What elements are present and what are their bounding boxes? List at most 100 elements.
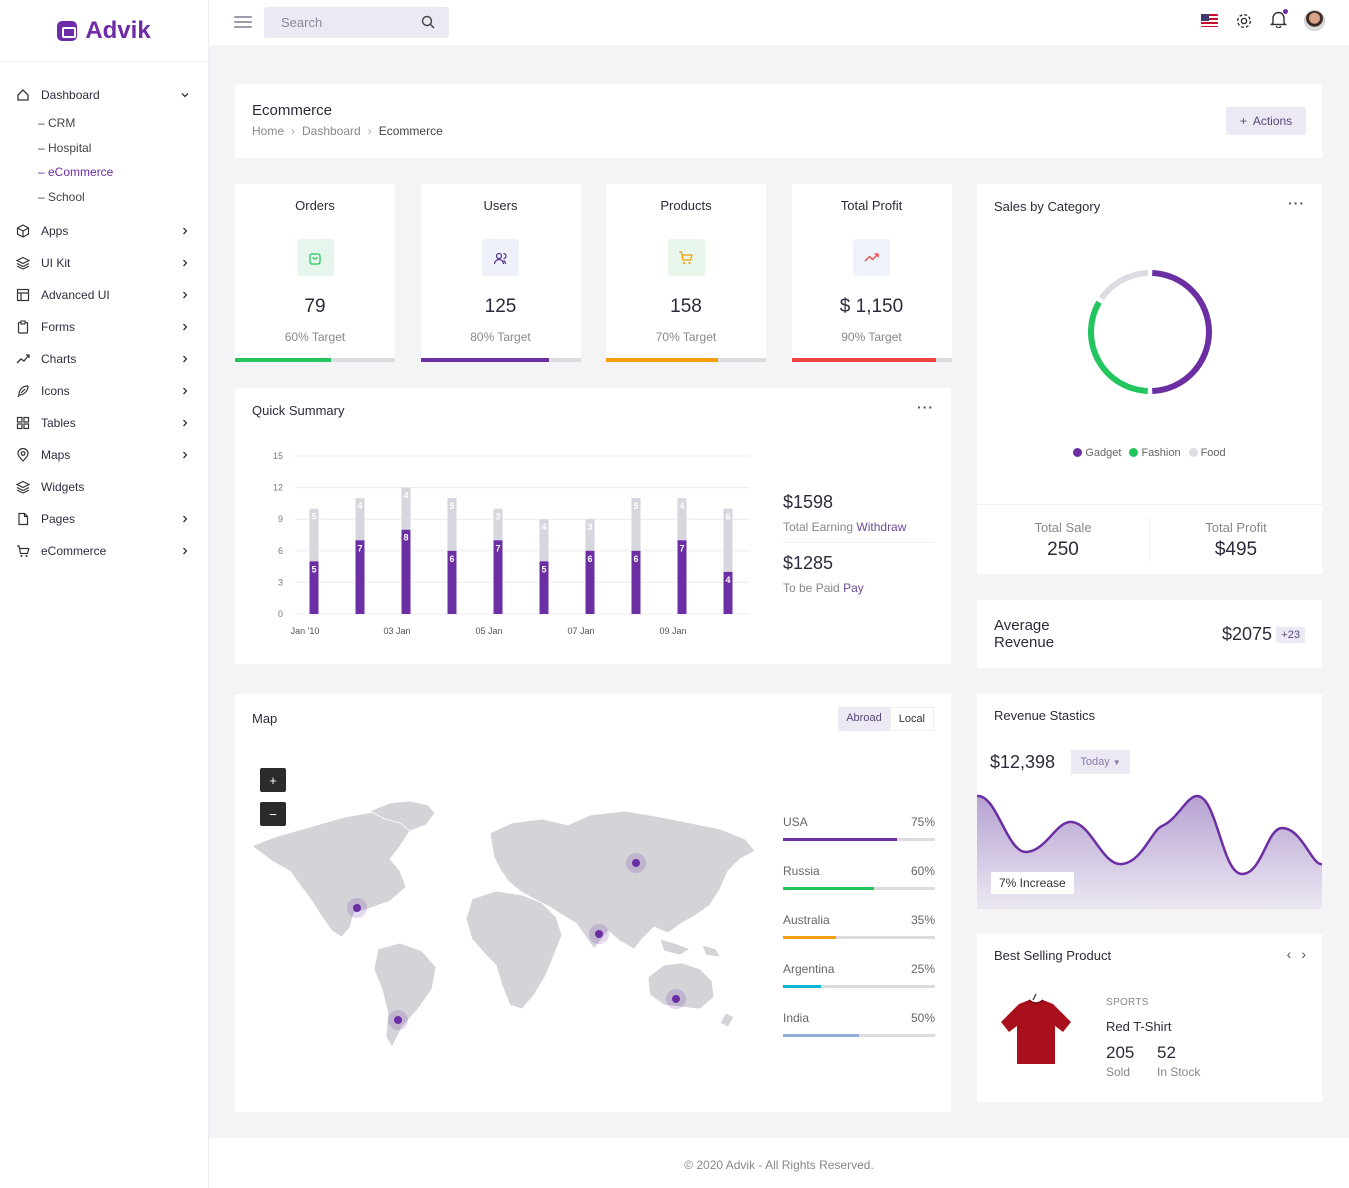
bar-segment-secondary[interactable] xyxy=(493,508,503,541)
tab-local[interactable]: Local xyxy=(889,707,934,731)
sidebar-item-forms[interactable]: Forms xyxy=(0,311,208,343)
sidebar-item-label: Forms xyxy=(41,320,75,334)
bar-value-label: 4 xyxy=(679,501,684,511)
bar-segment-secondary[interactable] xyxy=(447,498,457,551)
bar-segment-secondary[interactable] xyxy=(677,498,687,541)
bar-value-label: 5 xyxy=(449,501,454,511)
chevron-right-icon xyxy=(180,385,190,399)
sidebar-item-label: UI Kit xyxy=(41,256,71,270)
quick-summary-chart: 0 3 6 9 12 15 5 5 4 7 4 8 5 6 3 7 4 5 3 6 5 6 4 7 6 4 Jan '10 03 Ja… xyxy=(273,451,750,636)
stat-value: $ 1,150 xyxy=(839,296,904,317)
bar-segment-secondary[interactable] xyxy=(401,487,411,530)
notifications[interactable] xyxy=(1269,9,1288,31)
zoom-in-button[interactable]: + xyxy=(260,768,286,792)
average-revenue-card: Average Revenue $2075 +23 xyxy=(977,600,1322,668)
search-input[interactable]: Search xyxy=(264,7,449,38)
bar-segment-secondary[interactable] xyxy=(585,519,595,551)
bar-segment-primary[interactable] xyxy=(677,540,687,614)
card-title: Revenue Stastics xyxy=(994,708,1096,723)
actions-button[interactable]: + Actions xyxy=(1226,107,1306,135)
avatar[interactable] xyxy=(1304,10,1325,31)
sidebar-item-widgets[interactable]: Widgets xyxy=(0,471,208,503)
sidebar-item-advanced-ui[interactable]: Advanced UI xyxy=(0,279,208,311)
bar-value-label: 4 xyxy=(541,522,546,532)
bar-segment-secondary[interactable] xyxy=(355,498,365,541)
country-stat-india: India 50% xyxy=(783,1011,935,1037)
search-icon[interactable] xyxy=(421,15,435,29)
sidebar-item-label: Dashboard xyxy=(41,88,100,102)
bar-segment-secondary[interactable] xyxy=(631,498,641,551)
us-flag-icon[interactable] xyxy=(1201,14,1218,27)
bar-segment-secondary[interactable] xyxy=(309,508,319,562)
logo[interactable]: Advik xyxy=(0,0,208,62)
sidebar-item-apps[interactable]: Apps xyxy=(0,215,208,247)
card-title: Sales by Category xyxy=(994,199,1101,214)
stat-card-total-profit: Total Profit $ 1,150 90% Target xyxy=(791,184,952,362)
sidebar-item-dashboard[interactable]: Dashboard xyxy=(0,79,208,111)
sidebar-item-ecommerce[interactable]: eCommerce xyxy=(0,535,208,567)
grid-icon xyxy=(16,416,30,430)
breadcrumb-current: Ecommerce xyxy=(378,124,443,138)
gear-icon[interactable] xyxy=(1235,12,1253,30)
sidebar-item-icons[interactable]: Icons xyxy=(0,375,208,407)
menu-toggle-icon[interactable] xyxy=(234,16,252,31)
chevron-down-icon xyxy=(180,89,190,103)
bar-segment-primary[interactable] xyxy=(631,550,641,614)
sidebar-item-charts[interactable]: Charts xyxy=(0,343,208,375)
bar-segment-primary[interactable] xyxy=(447,550,457,614)
prev-arrow-icon[interactable]: ‹ xyxy=(1286,946,1292,962)
pay-link[interactable]: Pay xyxy=(843,581,864,595)
t-shirt-image xyxy=(1001,993,1071,1064)
zoom-out-button[interactable]: − xyxy=(260,802,286,826)
country-progress xyxy=(783,887,935,890)
sidebar-item-tables[interactable]: Tables xyxy=(0,407,208,439)
period-dropdown[interactable]: Today ▼ xyxy=(1071,750,1130,774)
sidebar-item-pages[interactable]: Pages xyxy=(0,503,208,535)
stat-target: 80% Target xyxy=(470,330,531,344)
stat-progress xyxy=(235,358,395,362)
breadcrumb-home[interactable]: Home xyxy=(252,124,285,138)
bar-segment-primary[interactable] xyxy=(723,571,733,614)
bar-segment-secondary[interactable] xyxy=(539,519,549,562)
bar-value-label: 3 xyxy=(495,512,500,522)
sidebar-subitem[interactable]: – School xyxy=(38,189,85,204)
bar-segment-primary[interactable] xyxy=(401,529,411,614)
country-pct: 35% xyxy=(910,913,935,927)
bar-value-label: 5 xyxy=(633,501,638,511)
stat-progress xyxy=(791,358,952,362)
bar-segment-primary[interactable] xyxy=(585,550,595,614)
more-icon[interactable]: ··· xyxy=(917,399,934,415)
bar-segment-primary[interactable] xyxy=(355,540,365,614)
sidebar-item-ui-kit[interactable]: UI Kit xyxy=(0,247,208,279)
card-title: Best Selling Product xyxy=(994,948,1112,963)
stat-target: 60% Target xyxy=(284,330,346,344)
country-name: Australia xyxy=(783,913,830,927)
sidebar-item-maps[interactable]: Maps xyxy=(0,439,208,471)
world-map[interactable] xyxy=(250,799,760,1054)
bar-segment-secondary[interactable] xyxy=(723,508,733,572)
bar-value-label: 5 xyxy=(311,564,316,574)
breadcrumb-dashboard[interactable]: Dashboard xyxy=(302,124,361,138)
tab-abroad[interactable]: Abroad xyxy=(838,707,890,731)
map-africa xyxy=(465,890,563,1010)
bar-segment-primary[interactable] xyxy=(539,561,549,614)
country-name: India xyxy=(783,1011,810,1025)
legend-item-fashion: Fashion xyxy=(1129,447,1181,459)
sold-value: 205 xyxy=(1106,1043,1135,1062)
bar-segment-primary[interactable] xyxy=(493,540,503,614)
withdraw-link[interactable]: Withdraw xyxy=(856,520,907,534)
earning-amount: $1598 xyxy=(783,492,834,512)
y-tick-label: 15 xyxy=(273,451,283,461)
sidebar-subitem[interactable]: – Hospital xyxy=(38,140,92,155)
bar-segment-primary[interactable] xyxy=(309,561,319,614)
bar-value-label: 4 xyxy=(357,501,362,511)
sidebar-subitem[interactable]: – CRM xyxy=(38,116,76,131)
total-sale-value: 250 xyxy=(1047,539,1079,560)
next-arrow-icon[interactable]: › xyxy=(1301,946,1306,962)
map-card: Map Abroad Local + − USA 75% Russia 60% Au… xyxy=(235,694,951,1112)
stat-progress xyxy=(420,358,581,362)
more-icon[interactable]: ··· xyxy=(1288,195,1305,211)
sidebar-subitem[interactable]: – eCommerce xyxy=(38,165,114,180)
revenue-statistics-card: Revenue Stastics $12,398 Today ▼ 7% Incr… xyxy=(977,694,1322,909)
actions-label: Actions xyxy=(1252,114,1293,128)
